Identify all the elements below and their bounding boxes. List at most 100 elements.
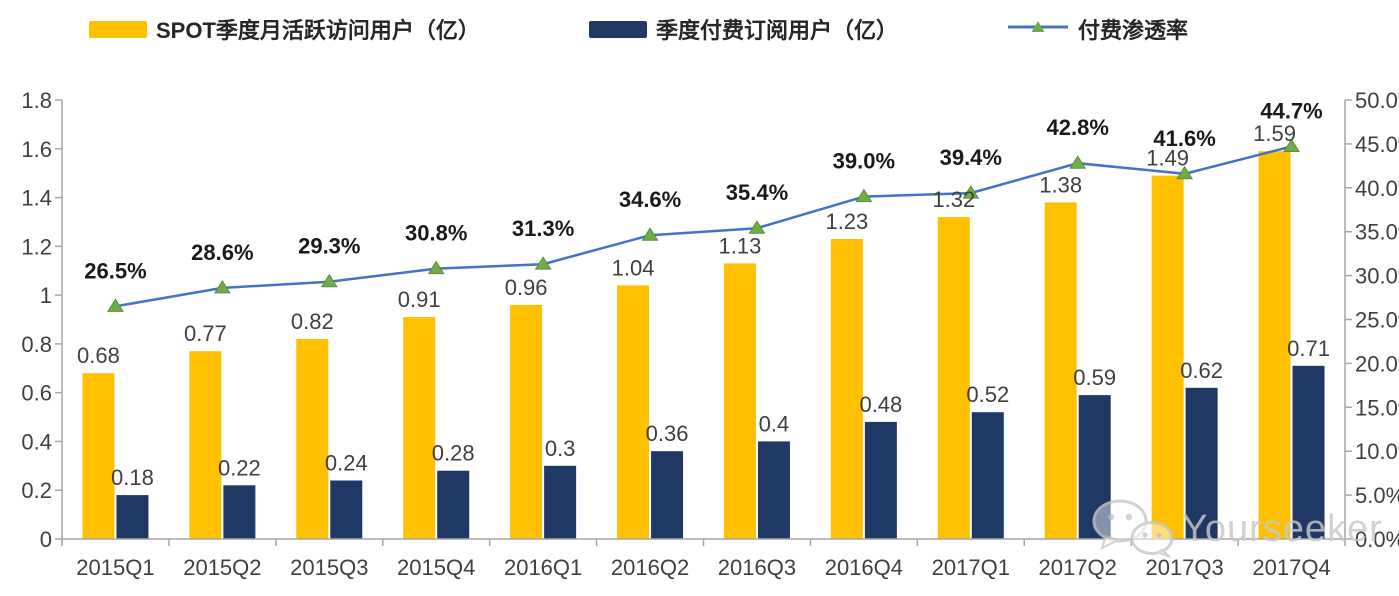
penetration-value-label: 34.6% [619,187,681,212]
subscribers-bar [971,412,1004,539]
x-axis-label: 2015Q3 [290,555,368,580]
penetration-value-label: 31.3% [512,216,574,241]
subscribers-bar [651,451,684,539]
mau-value-label: 1.32 [932,187,975,212]
y-axis-right-tick-label: 10.0% [1355,439,1399,464]
legend-label-subscribers: 季度付费订阅用户（亿） [656,18,899,43]
y-axis-right-tick-label: 30.0% [1355,264,1399,289]
mau-bar [1151,175,1184,539]
subscribers-value-label: 0.18 [111,465,154,490]
y-axis-right-tick-label: 20.0% [1355,351,1399,376]
legend-item-subscribers: 季度付费订阅用户（亿） [589,13,898,45]
y-axis-left-tick-label: 0.2 [21,478,52,503]
penetration-line [115,145,1292,308]
x-axis-label: 2015Q1 [76,555,154,580]
penetration-marker [1283,138,1300,153]
mau-value-label: 1.04 [612,255,655,280]
mau-value-label: 0.77 [184,321,227,346]
subscribers-value-label: 0.22 [218,455,261,480]
x-axis-label: 2017Q4 [1252,555,1330,580]
wechat-icon [1092,499,1174,558]
mau-value-label: 1.38 [1039,172,1082,197]
mau-value-label: 0.96 [505,275,548,300]
x-axis-label: 2017Q3 [1145,555,1223,580]
legend-item-mau: SPOT季度月活跃访问用户（亿） [89,13,480,45]
subscribers-value-label: 0.24 [325,450,368,475]
y-axis-right-tick-label: 45.0% [1355,132,1399,157]
mau-bar [617,285,650,539]
y-axis-right-tick-label: 50.0% [1355,88,1399,113]
penetration-value-label: 29.3% [298,234,360,259]
mau-value-label: 1.49 [1146,146,1189,171]
mau-value-label: 0.68 [77,343,120,368]
mau-bar [296,339,329,539]
subscribers-value-label: 0.62 [1180,358,1223,383]
penetration-marker [962,185,980,199]
watermark: Yourseeker [1090,498,1383,558]
y-axis-left-tick-label: 1.2 [21,234,52,259]
penetration-value-label: 41.6% [1153,126,1215,151]
y-axis-left-tick-label: 1.8 [21,88,52,113]
penetration-value-label: 26.5% [84,258,146,283]
legend-item-penetration: 付费渗透率 [1007,13,1188,45]
subscribers-value-label: 0.48 [859,392,902,417]
subscribers-bar [864,421,897,539]
mau-value-label: 1.13 [719,233,762,258]
penetration-marker [1069,155,1087,169]
penetration-marker [107,298,124,312]
penetration-marker [1176,165,1194,180]
y-axis-left-tick-label: 1.6 [21,137,52,162]
x-axis-label: 2015Q4 [397,555,475,580]
penetration-marker [534,256,552,270]
mau-value-label: 1.59 [1253,121,1296,146]
y-axis-left-tick-label: 1.4 [21,186,52,211]
x-axis-label: 2016Q3 [718,555,796,580]
x-axis-label: 2015Q2 [183,555,261,580]
penetration-value-label: 39.0% [833,149,895,174]
subscribers-value-label: 0.4 [759,411,790,436]
mau-legend-swatch [89,20,147,38]
subscribers-value-label: 0.59 [1073,365,1116,390]
subscribers-bar [330,480,363,539]
mau-bar [830,239,863,539]
mau-bar [510,304,543,539]
subscribers-value-label: 0.28 [432,441,475,466]
mau-bar [1044,202,1077,539]
y-axis-right-tick-label: 15.0% [1355,395,1399,420]
penetration-value-label: 35.4% [726,180,788,205]
x-axis-label: 2016Q4 [825,555,903,580]
watermark-text: Yourseeker [1182,508,1383,550]
y-axis-right-tick-label: 35.0% [1355,220,1399,245]
penetration-marker [427,260,445,275]
penetration-value-label: 44.7% [1260,99,1322,124]
chart-legend: SPOT季度月活跃访问用户（亿） 季度付费订阅用户（亿） 付费渗透率 [0,13,1399,49]
y-axis-left-tick-label: 0 [40,527,52,552]
subscribers-value-label: 0.36 [646,421,689,446]
x-axis-label: 2016Q2 [611,555,689,580]
mau-bar [403,317,436,539]
y-axis-right-tick-label: 5.0% [1355,483,1399,508]
subscribers-bar [437,470,470,539]
subscribers-bar [1292,365,1325,539]
y-axis-left-tick-label: 0.8 [21,332,52,357]
mau-bar [723,263,756,539]
subscribers-value-label: 0.71 [1287,336,1330,361]
line-marker-legend-swatch [1007,16,1069,42]
penetration-value-label: 42.8% [1047,115,1109,140]
subscribers-bar [223,485,256,539]
mau-value-label: 0.91 [398,287,441,312]
penetration-marker [641,227,659,241]
subscribers-value-label: 0.52 [966,382,1009,407]
y-axis-left-tick-label: 0.4 [21,429,52,454]
penetration-value-label: 28.6% [191,240,253,265]
subscribers-legend-swatch [589,20,647,38]
y-axis-left-tick-label: 0.6 [21,381,52,406]
penetration-value-label: 39.4% [940,145,1002,170]
mau-bar [189,351,222,539]
penetration-marker [748,220,766,234]
legend-label-mau: SPOT季度月活跃访问用户（亿） [156,18,480,43]
y-axis-right-tick-label: 40.0% [1355,176,1399,201]
subscribers-bar [757,441,790,539]
